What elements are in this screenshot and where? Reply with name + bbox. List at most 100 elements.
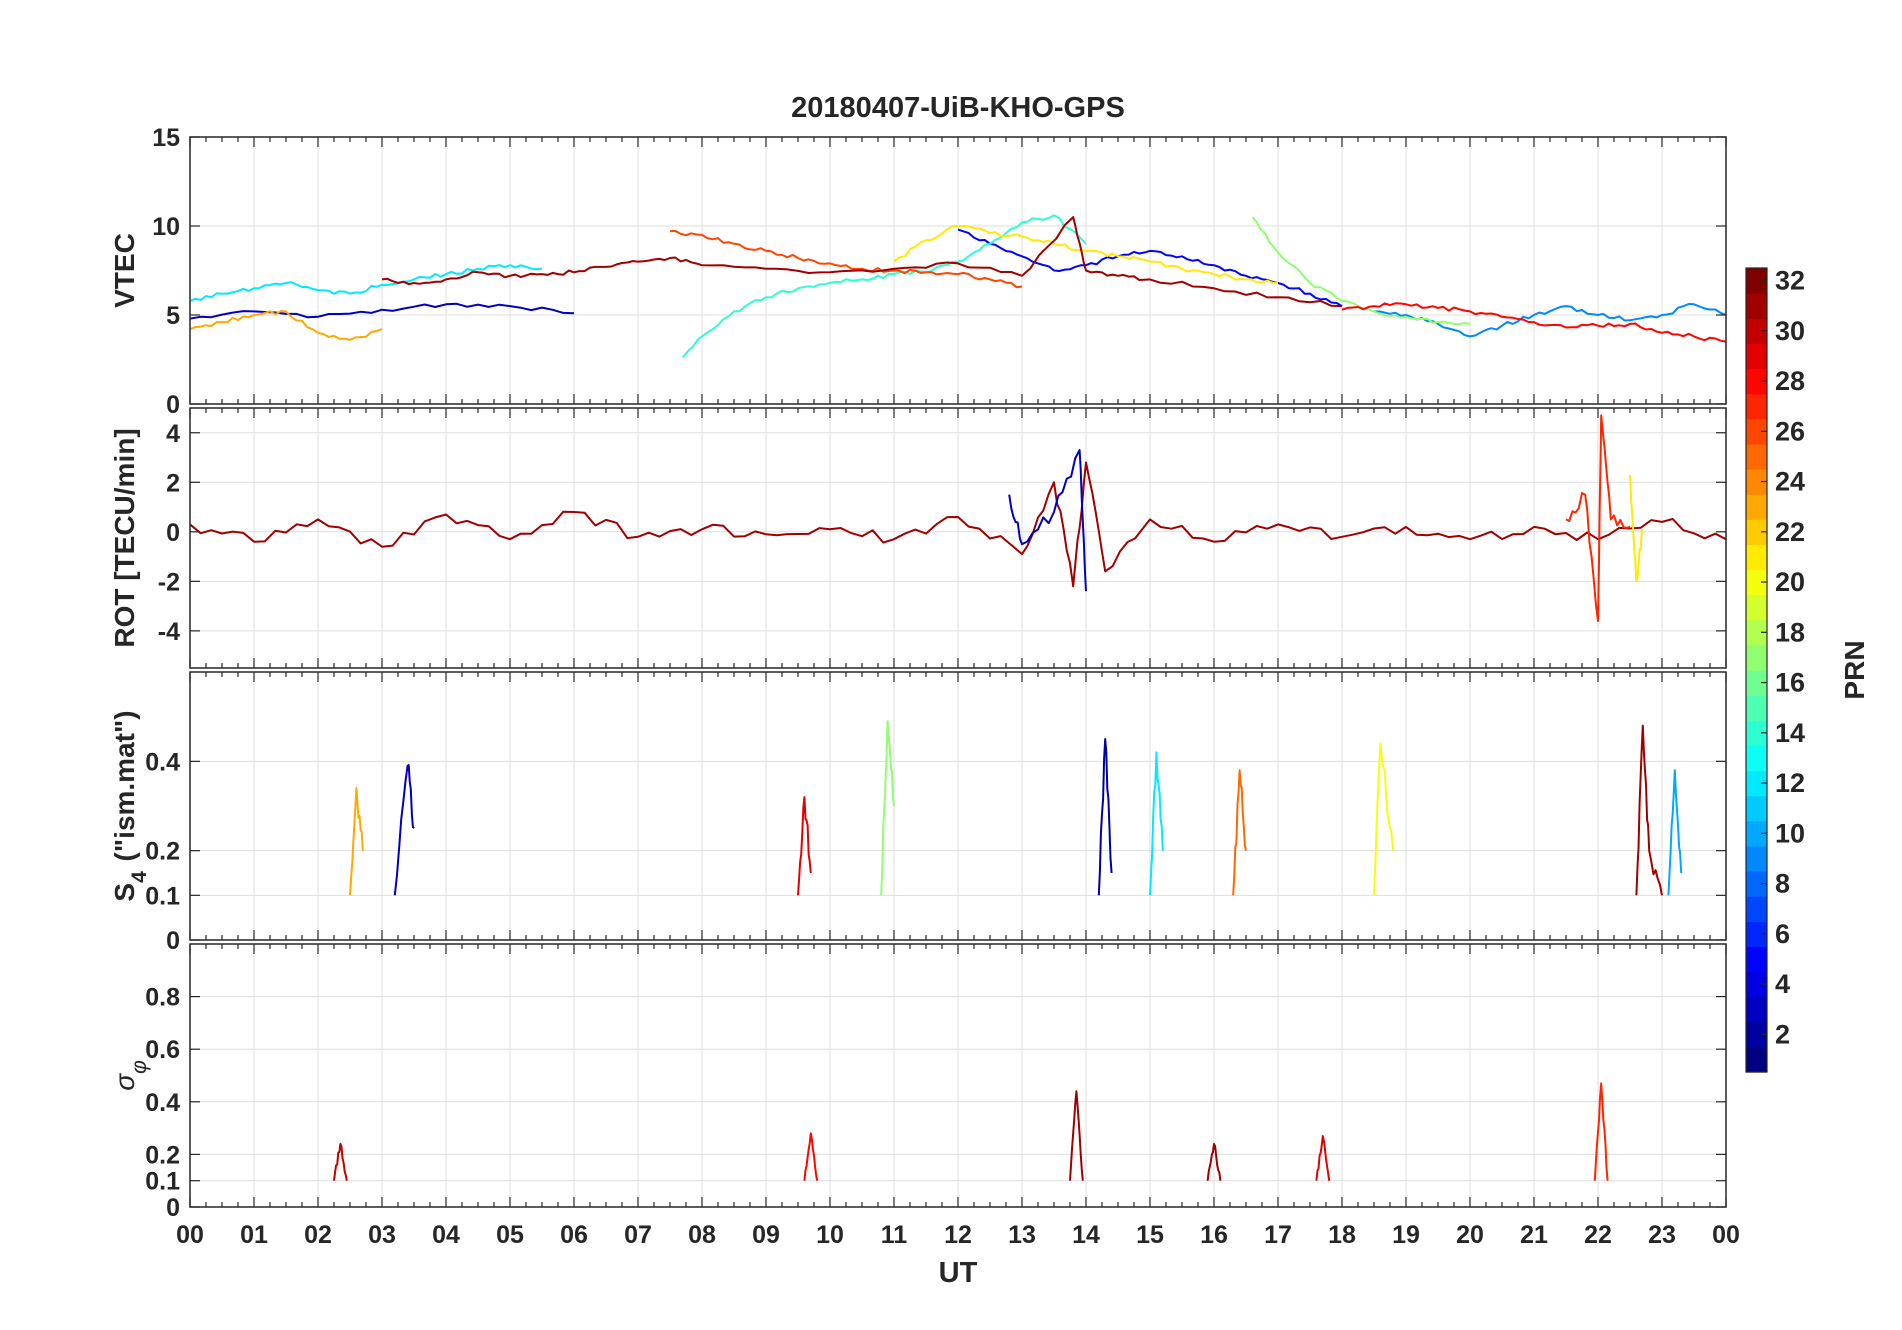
x-tick-label: 16	[1200, 1221, 1228, 1249]
colorbar-tick-label: 2	[1775, 1019, 1790, 1049]
panel-1: 0 5 10 15 VTEC	[109, 124, 1727, 419]
panels-layer: 0 5 10 15 VTEC -4 -2 0 2 4 ROT [TECU/min] 0 0.1 0.2 0.…	[109, 124, 1727, 1222]
panel-4: 00.10.2 0.4 0.6 0.8 σφ	[109, 943, 1727, 1222]
x-tick-label: 01	[240, 1221, 268, 1249]
colorbar-swatch	[1746, 418, 1767, 445]
series-line-prn-29	[1315, 1135, 1331, 1181]
y-axis-label: S4 ("ism.mat")	[109, 710, 151, 901]
colorbar-swatch	[1746, 443, 1767, 470]
y-tick-label: 0	[166, 927, 180, 955]
colorbar-swatch	[1746, 720, 1767, 746]
x-minor-ticks	[189, 672, 1727, 940]
series-group	[349, 720, 1683, 896]
y-tick-label: 0.4	[145, 1089, 180, 1117]
series-line-prn-27	[1593, 1082, 1609, 1181]
colorbar-swatch	[1746, 896, 1767, 922]
colorbar-swatch	[1746, 343, 1767, 370]
colorbar-swatch	[1746, 695, 1767, 721]
y-tick-label: -2	[158, 568, 180, 596]
colorbar-swatch	[1746, 368, 1767, 395]
series-line-prn-12	[190, 264, 543, 302]
colorbar-swatch	[1746, 1021, 1767, 1048]
y-tick-label: 0	[166, 1194, 180, 1222]
colorbar-swatch	[1746, 494, 1767, 520]
x-tick-label: 23	[1648, 1221, 1676, 1249]
chart-title: 20180407-UiB-KHO-GPS	[791, 92, 1125, 124]
colorbar-swatch	[1746, 469, 1767, 495]
x-axis-label: UT	[939, 1257, 978, 1289]
y-axis-label: VTEC	[109, 233, 140, 308]
colorbar-swatch	[1746, 519, 1767, 545]
colorbar-swatch	[1746, 544, 1767, 571]
y-tick-label: 0.4	[145, 748, 180, 776]
series-line-prn-27	[1565, 414, 1631, 622]
y-tick-label: 2	[166, 469, 180, 497]
y-tick-label: 4	[166, 420, 180, 448]
y-tick-label: 0.1	[145, 882, 180, 910]
series-line-prn-9	[1374, 303, 1726, 338]
x-tick-label: 20	[1456, 1221, 1484, 1249]
grid	[189, 408, 1727, 668]
x-tick-label: 04	[432, 1221, 460, 1249]
y-tick-label: 5	[166, 302, 180, 330]
colorbar-swatch	[1746, 820, 1767, 847]
series-line-prn-23	[190, 310, 383, 341]
y-axis: 0 0.1 0.2 0.4	[145, 748, 1726, 955]
x-tick-label: 12	[944, 1221, 972, 1249]
colorbar-swatch	[1746, 871, 1767, 897]
colorbar-tick-label: 30	[1775, 316, 1805, 346]
series-line-prn-31	[1206, 1142, 1222, 1181]
colorbar-swatch	[1746, 619, 1767, 646]
colorbar-swatch	[1746, 795, 1767, 822]
series-line-prn-20	[1373, 742, 1395, 896]
series-line-prn-31	[190, 461, 1726, 588]
y-axis-label: ROT [TECU/min]	[109, 428, 140, 647]
series-line-prn-21	[893, 225, 1279, 284]
x-tick-label: 21	[1520, 1221, 1548, 1249]
x-tick-label: 08	[688, 1221, 716, 1249]
colorbar-swatch	[1746, 393, 1767, 420]
x-tick-label: 18	[1328, 1221, 1356, 1249]
x-tick-label: 14	[1072, 1221, 1100, 1249]
y-tick-label: -4	[158, 618, 180, 646]
colorbar-tick-label: 10	[1775, 818, 1805, 848]
colorbar-swatch	[1746, 293, 1767, 319]
series-line-prn-12	[1149, 751, 1164, 896]
colorbar-tick-label: 32	[1775, 266, 1805, 296]
series-line-prn-26	[669, 229, 1023, 289]
panel-3: 0 0.1 0.2 0.4S4 ("ism.mat")	[109, 671, 1727, 955]
colorbar-frame	[1745, 267, 1768, 1073]
colorbar-tick-label: 20	[1775, 567, 1805, 597]
x-tick-label: 17	[1264, 1221, 1292, 1249]
y-tick-label: 15	[152, 124, 180, 152]
colorbar-swatch	[1746, 594, 1767, 621]
series-line-prn-14	[681, 214, 1087, 359]
x-tick-label: 06	[560, 1221, 588, 1249]
series-group	[333, 1082, 1609, 1181]
colorbar-tick-label: 18	[1775, 617, 1805, 647]
x-tick-label: 00	[1712, 1221, 1740, 1249]
y-axis-label: σφ	[109, 1060, 151, 1091]
colorbar-tick-label: 4	[1775, 969, 1790, 999]
series-line-prn-23	[349, 787, 364, 896]
colorbar-label: PRN	[1839, 640, 1870, 699]
colorbar-swatch	[1746, 644, 1767, 671]
series-line-prn-31	[1635, 724, 1663, 896]
series-group	[190, 414, 1726, 622]
y-tick-label: 0.2	[145, 838, 180, 866]
colorbar-swatch	[1746, 318, 1767, 344]
colorbar-swatch	[1746, 268, 1767, 294]
colorbar-swatch	[1746, 971, 1767, 998]
colorbar-tick-label: 24	[1775, 467, 1805, 497]
x-minor-ticks	[189, 137, 1727, 404]
y-tick-label: 10	[152, 213, 180, 241]
series-line-prn-21	[1629, 474, 1644, 583]
series-group	[190, 214, 1726, 359]
colorbar-swatch	[1746, 569, 1767, 596]
x-tick-label: 10	[816, 1221, 844, 1249]
x-tick-label: 22	[1584, 1221, 1612, 1249]
colorbar-swatch	[1746, 670, 1767, 696]
x-tick-label: 05	[496, 1221, 524, 1249]
x-tick-label: 09	[752, 1221, 780, 1249]
x-tick-label: 07	[624, 1221, 652, 1249]
